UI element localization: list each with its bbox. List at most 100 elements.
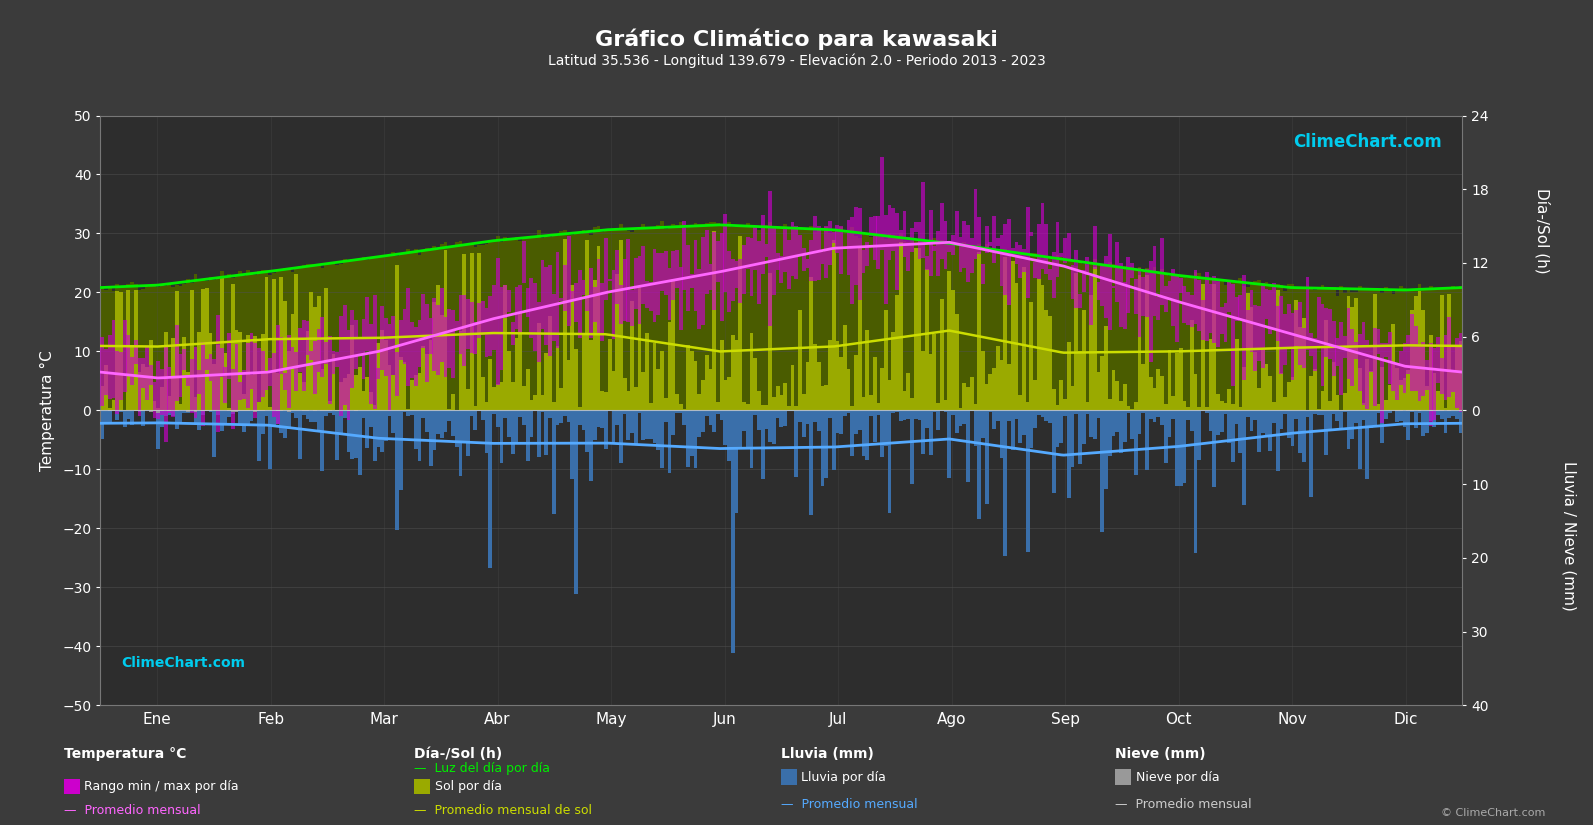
Bar	[981, 351, 984, 411]
Bar	[612, 370, 615, 411]
Bar	[137, 358, 142, 417]
Bar	[593, 280, 597, 411]
Bar	[918, 239, 921, 411]
Bar	[1149, 377, 1153, 411]
Bar	[981, 250, 984, 411]
Bar	[865, 411, 870, 460]
Bar	[540, 238, 545, 411]
Bar	[1426, 288, 1429, 411]
Bar	[1220, 280, 1223, 411]
Y-axis label: Temperatura °C: Temperatura °C	[40, 350, 56, 471]
Bar	[698, 224, 701, 411]
Bar	[1007, 219, 1012, 305]
Bar	[1309, 333, 1313, 356]
Bar	[137, 290, 142, 411]
Bar	[537, 302, 540, 362]
Bar	[142, 289, 145, 411]
Bar	[301, 411, 306, 415]
Bar	[840, 226, 843, 274]
Bar	[1399, 411, 1403, 412]
Bar	[1137, 411, 1142, 435]
Bar	[895, 213, 898, 290]
Bar	[687, 345, 690, 411]
Bar	[1301, 286, 1306, 411]
Bar	[634, 230, 637, 411]
Bar	[929, 411, 932, 455]
Bar	[290, 411, 295, 412]
Bar	[597, 259, 601, 333]
Bar	[231, 369, 234, 429]
Bar	[115, 290, 119, 411]
Bar	[481, 377, 484, 411]
Bar	[518, 241, 523, 411]
Bar	[440, 289, 444, 362]
Bar	[1048, 257, 1051, 411]
Bar	[1257, 388, 1262, 411]
Bar	[1429, 335, 1432, 411]
Bar	[370, 392, 373, 411]
Bar	[112, 411, 115, 412]
Bar	[615, 274, 620, 411]
Bar	[284, 411, 287, 438]
Bar	[645, 281, 648, 309]
Bar	[1157, 369, 1160, 411]
Bar	[126, 411, 131, 419]
Bar	[253, 275, 256, 411]
Bar	[809, 226, 812, 411]
Bar	[1074, 411, 1078, 413]
Bar	[1040, 285, 1045, 411]
Bar	[309, 351, 314, 360]
Bar	[328, 336, 331, 404]
Bar	[1107, 234, 1112, 330]
Bar	[492, 240, 495, 411]
Bar	[1126, 411, 1131, 413]
Bar	[298, 266, 303, 411]
Bar	[589, 340, 593, 411]
Bar	[1443, 335, 1448, 400]
Bar	[301, 382, 306, 411]
Bar	[1227, 389, 1231, 411]
Bar	[108, 286, 112, 411]
Bar	[704, 223, 709, 411]
Bar	[365, 411, 370, 448]
Bar	[709, 369, 712, 411]
Bar	[1421, 411, 1426, 436]
Bar	[1249, 290, 1254, 351]
Bar	[779, 394, 784, 411]
Bar	[119, 351, 123, 400]
Bar	[873, 216, 876, 260]
Bar	[1254, 281, 1257, 411]
Bar	[1040, 259, 1045, 411]
Bar	[1179, 348, 1182, 411]
Bar	[1201, 299, 1204, 340]
Bar	[742, 411, 746, 431]
Bar	[290, 314, 295, 411]
Bar	[100, 411, 104, 440]
Bar	[870, 237, 873, 411]
Bar	[679, 411, 682, 412]
Bar	[462, 254, 467, 411]
Bar	[1045, 224, 1048, 274]
Bar	[1004, 257, 1007, 411]
Bar	[589, 268, 593, 338]
Bar	[761, 214, 765, 274]
Bar	[198, 370, 201, 394]
Bar	[1129, 266, 1134, 411]
Bar	[1287, 411, 1290, 438]
Bar	[1317, 409, 1321, 411]
Bar	[817, 411, 820, 431]
Bar	[773, 228, 776, 295]
Bar	[186, 411, 190, 412]
Bar	[540, 411, 545, 412]
Bar	[1265, 290, 1268, 318]
Bar	[1402, 343, 1407, 394]
Bar	[1295, 411, 1298, 419]
Bar	[156, 408, 161, 411]
Bar	[1373, 411, 1376, 427]
Bar	[1160, 376, 1164, 411]
Bar	[145, 346, 148, 400]
Bar	[1238, 295, 1243, 319]
Bar	[1246, 293, 1251, 411]
Bar	[1351, 411, 1354, 439]
Bar	[1257, 411, 1262, 452]
